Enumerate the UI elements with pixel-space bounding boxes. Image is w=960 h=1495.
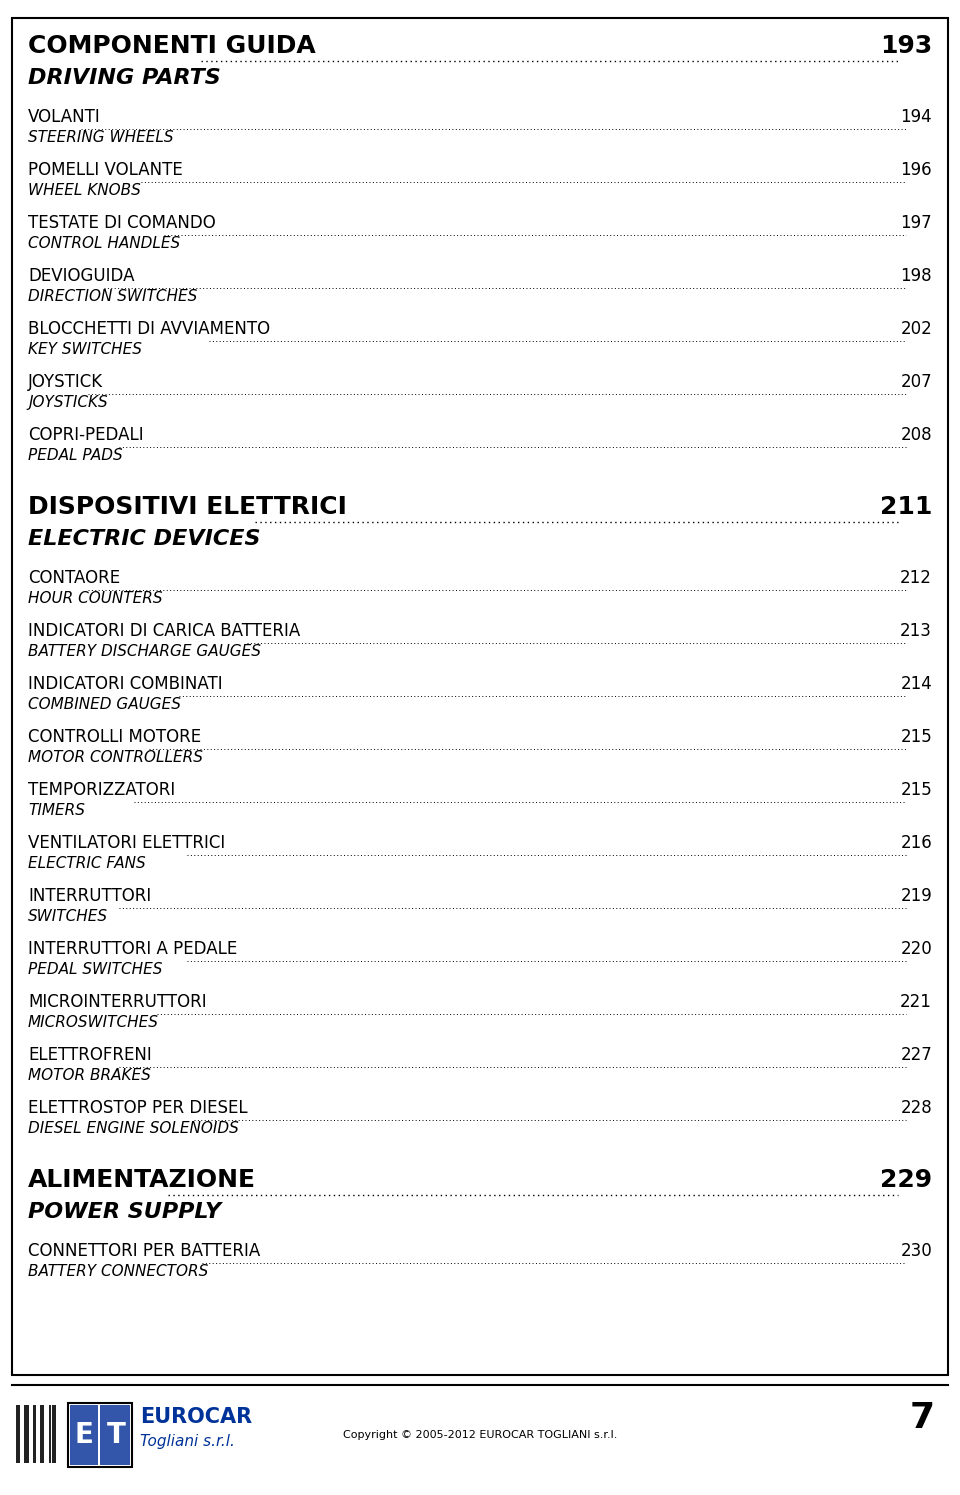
Polygon shape (500, 460, 800, 620)
Text: STEERING WHEELS: STEERING WHEELS (28, 130, 174, 145)
Text: 197: 197 (900, 214, 932, 232)
Text: CONTROLLI MOTORE: CONTROLLI MOTORE (28, 728, 202, 746)
Text: 230: 230 (900, 1242, 932, 1260)
Text: E: E (75, 1422, 93, 1449)
Text: POMELLI VOLANTE: POMELLI VOLANTE (28, 161, 182, 179)
Bar (52, 1405, 56, 1464)
Text: JOYSTICK: JOYSTICK (28, 372, 103, 392)
Bar (16, 1405, 20, 1464)
Text: MICROINTERRUTTORI: MICROINTERRUTTORI (28, 993, 206, 1011)
Text: 193: 193 (879, 34, 932, 58)
Text: INDICATORI COMBINATI: INDICATORI COMBINATI (28, 676, 223, 694)
Text: 211: 211 (879, 495, 932, 519)
Circle shape (738, 937, 782, 982)
Text: TESTATE DI COMANDO: TESTATE DI COMANDO (28, 214, 216, 232)
Text: 219: 219 (900, 887, 932, 904)
Text: 215: 215 (900, 780, 932, 798)
Text: CONTROL HANDLES: CONTROL HANDLES (28, 236, 180, 251)
Polygon shape (400, 440, 450, 949)
Text: 7: 7 (910, 1401, 935, 1435)
Text: 202: 202 (900, 320, 932, 338)
Text: CONNETTORI PER BATTERIA: CONNETTORI PER BATTERIA (28, 1242, 260, 1260)
Text: BATTERY CONNECTORS: BATTERY CONNECTORS (28, 1263, 208, 1280)
Text: 198: 198 (900, 268, 932, 286)
Text: MICROSWITCHES: MICROSWITCHES (28, 1015, 158, 1030)
Text: BLOCCHETTI DI AVVIAMENTO: BLOCCHETTI DI AVVIAMENTO (28, 320, 270, 338)
Text: SWITCHES: SWITCHES (28, 909, 108, 924)
Text: PEDAL SWITCHES: PEDAL SWITCHES (28, 961, 162, 978)
Text: DIESEL ENGINE SOLENOIDS: DIESEL ENGINE SOLENOIDS (28, 1121, 239, 1136)
Text: DEVIOGUIDA: DEVIOGUIDA (28, 268, 134, 286)
Text: VENTILATORI ELETTRICI: VENTILATORI ELETTRICI (28, 834, 226, 852)
Text: ALIMENTAZIONE: ALIMENTAZIONE (28, 1168, 256, 1192)
Text: DIRECTION SWITCHES: DIRECTION SWITCHES (28, 289, 197, 303)
Text: KEY SWITCHES: KEY SWITCHES (28, 342, 142, 357)
Text: Copyright © 2005-2012 EUROCAR TOGLIANI s.r.l.: Copyright © 2005-2012 EUROCAR TOGLIANI s… (343, 1431, 617, 1440)
Text: ELECTRIC DEVICES: ELECTRIC DEVICES (28, 529, 260, 549)
Polygon shape (330, 721, 400, 780)
Text: 229: 229 (880, 1168, 932, 1192)
Text: CONTAORE: CONTAORE (28, 570, 120, 588)
Text: POWER SUPPLY: POWER SUPPLY (28, 1202, 221, 1221)
Text: COMBINED GAUGES: COMBINED GAUGES (28, 697, 180, 712)
Circle shape (445, 915, 535, 1005)
Bar (49, 1405, 51, 1464)
Text: COMPONENTI GUIDA: COMPONENTI GUIDA (28, 34, 316, 58)
Text: 221: 221 (900, 993, 932, 1011)
Text: INTERRUTTORI A PEDALE: INTERRUTTORI A PEDALE (28, 940, 237, 958)
Text: HOUR COUNTERS: HOUR COUNTERS (28, 591, 162, 605)
Text: TIMERS: TIMERS (28, 803, 84, 818)
Text: 214: 214 (900, 676, 932, 694)
Text: BATTERY DISCHARGE GAUGES: BATTERY DISCHARGE GAUGES (28, 644, 261, 659)
Polygon shape (570, 480, 610, 531)
Text: JOYSTICKS: JOYSTICKS (28, 395, 108, 410)
Text: PEDAL PADS: PEDAL PADS (28, 448, 123, 463)
Text: 215: 215 (900, 728, 932, 746)
Circle shape (710, 910, 810, 1011)
Text: TEMPORIZZATORI: TEMPORIZZATORI (28, 780, 176, 798)
Text: ELETTROFRENI: ELETTROFRENI (28, 1046, 152, 1064)
Polygon shape (400, 620, 870, 949)
Circle shape (470, 940, 510, 981)
Bar (24, 1405, 29, 1464)
Text: 196: 196 (900, 161, 932, 179)
Text: DISPOSITIVI ELETTRICI: DISPOSITIVI ELETTRICI (28, 495, 347, 519)
Text: MOTOR BRAKES: MOTOR BRAKES (28, 1067, 151, 1082)
Bar (70, 1405, 98, 1465)
Text: COPRI-PEDALI: COPRI-PEDALI (28, 426, 144, 444)
Bar (68, 1402, 132, 1467)
Text: 208: 208 (900, 426, 932, 444)
Text: Togliani s.r.l.: Togliani s.r.l. (140, 1434, 235, 1449)
Text: ELETTROSTOP PER DIESEL: ELETTROSTOP PER DIESEL (28, 1099, 248, 1117)
Polygon shape (545, 531, 635, 620)
Text: WHEEL KNOBS: WHEEL KNOBS (28, 182, 141, 197)
Polygon shape (200, 745, 400, 765)
Text: 194: 194 (900, 108, 932, 126)
Text: EUROCAR: EUROCAR (140, 1407, 252, 1428)
Polygon shape (460, 450, 500, 919)
Text: 213: 213 (900, 622, 932, 640)
Text: 207: 207 (900, 372, 932, 392)
Text: INTERRUTTORI: INTERRUTTORI (28, 887, 152, 904)
Text: DRIVING PARTS: DRIVING PARTS (28, 67, 221, 88)
Text: ELECTRIC FANS: ELECTRIC FANS (28, 857, 146, 872)
Text: T: T (107, 1422, 126, 1449)
Text: 228: 228 (900, 1099, 932, 1117)
Polygon shape (200, 700, 400, 721)
Polygon shape (750, 750, 900, 949)
Text: 227: 227 (900, 1046, 932, 1064)
Text: 220: 220 (900, 940, 932, 958)
Text: 212: 212 (900, 570, 932, 588)
Bar (40, 1405, 44, 1464)
Text: MOTOR CONTROLLERS: MOTOR CONTROLLERS (28, 750, 203, 765)
Bar (33, 1405, 36, 1464)
Bar (100, 1405, 130, 1465)
Text: VOLANTI: VOLANTI (28, 108, 101, 126)
Text: 216: 216 (900, 834, 932, 852)
Text: INDICATORI DI CARICA BATTERIA: INDICATORI DI CARICA BATTERIA (28, 622, 300, 640)
